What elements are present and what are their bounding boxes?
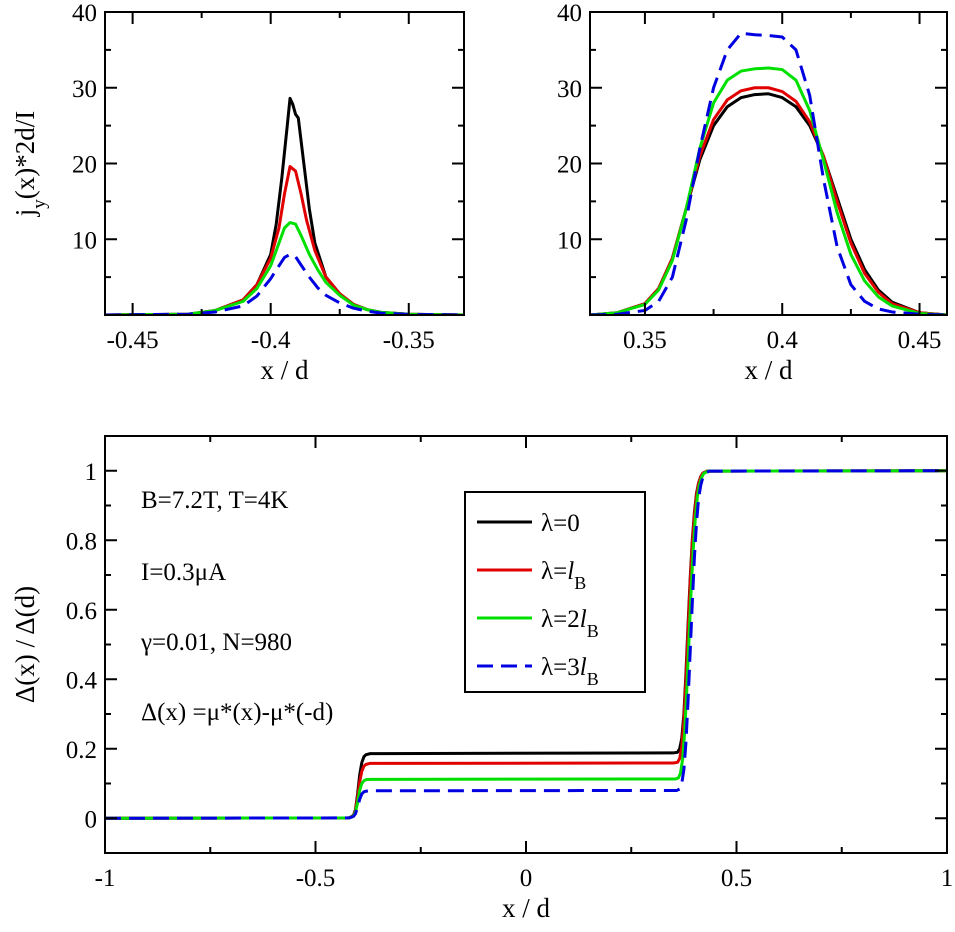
y-tick-label: 0.8 <box>66 528 97 555</box>
legend-label-2: λ=lB <box>541 558 586 593</box>
x-tick-label: -0.5 <box>296 865 336 892</box>
y-tick-label: 30 <box>557 76 582 103</box>
x-tick-label: 0.4 <box>767 327 799 354</box>
series-line-1 <box>105 96 464 315</box>
x-axis-label: x / d <box>502 893 551 923</box>
series-line-4 <box>590 31 947 315</box>
x-tick-label: -0.4 <box>251 327 291 354</box>
annotation-2: I=0.3μA <box>141 559 226 586</box>
y-tick-label: 0 <box>85 806 98 833</box>
y-tick-label: 30 <box>72 76 97 103</box>
y-tick-label: 20 <box>557 152 582 179</box>
x-tick-label: 0.35 <box>623 327 667 354</box>
x-axis-label: x / d <box>744 355 793 385</box>
x-axis-label: x / d <box>260 355 309 385</box>
x-tick-label: -0.45 <box>107 327 159 354</box>
legend-box <box>464 491 646 693</box>
annotation-4: Δ(x) =μ*(x)-μ*(-d) <box>141 699 333 726</box>
y-tick-label: 1 <box>85 459 98 486</box>
top-right-panel: 0.35 0.4 0.45 10 20 30 40 x / d <box>557 0 948 385</box>
legend-label-3: λ=2lB <box>541 606 599 641</box>
y-tick-label: 10 <box>557 227 582 254</box>
plot-frame <box>589 11 948 316</box>
y-tick-label: 0.4 <box>66 667 98 694</box>
y-tick-label: 10 <box>72 227 97 254</box>
y-tick-label: 0.2 <box>66 737 97 764</box>
series-line-3 <box>105 221 464 315</box>
y-tick-label: 40 <box>557 0 582 27</box>
x-tick-label: 1 <box>941 865 954 892</box>
y-axis-label: Δ(x) / Δ(d) <box>10 586 40 703</box>
y-axis-label: jy(x)*2d/I <box>10 111 50 218</box>
legend-label-1: λ=0 <box>541 510 580 537</box>
series-line-1 <box>590 92 947 315</box>
series-line-4 <box>105 252 464 315</box>
top-left-panel: -0.45 -0.4 -0.35 10 20 30 40 x / d jy(x)*2d/I <box>10 0 465 385</box>
series-line-2 <box>105 165 464 315</box>
annotation-1: B=7.2T, T=4K <box>141 487 288 514</box>
y-tick-label: 0.6 <box>66 598 97 625</box>
series-line-4 <box>105 469 947 820</box>
x-tick-label: 0.5 <box>721 865 752 892</box>
legend: λ=0 λ=lB λ=2lB λ=3lB <box>464 491 646 693</box>
x-tick-label: -1 <box>95 865 116 892</box>
series-line-3 <box>590 66 947 315</box>
x-tick-label: -0.35 <box>383 327 435 354</box>
y-tick-label: 40 <box>72 0 97 27</box>
annotations: B=7.2T, T=4K I=0.3μA γ=0.01, N=980 Δ(x) =μ*… <box>140 487 333 726</box>
x-tick-label: 0 <box>520 865 533 892</box>
y-tick-label: 20 <box>72 152 97 179</box>
x-tick-label: 0.45 <box>898 327 942 354</box>
annotation-3: γ=0.01, N=980 <box>140 629 292 656</box>
legend-label-4: λ=3lB <box>541 654 599 689</box>
series-line-2 <box>590 86 947 315</box>
bottom-panel: -1 -0.5 0 0.5 1 0 0.2 0.4 0.6 0.8 1 x / d Δ(x) / Δ(d… <box>10 435 954 923</box>
